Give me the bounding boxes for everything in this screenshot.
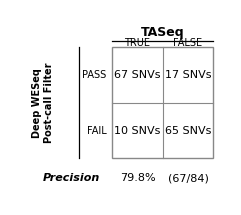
Text: 65 SNVs: 65 SNVs bbox=[165, 126, 211, 135]
Text: TASeq: TASeq bbox=[141, 26, 185, 39]
Text: 17 SNVs: 17 SNVs bbox=[165, 70, 211, 80]
Text: 67 SNVs: 67 SNVs bbox=[114, 70, 161, 80]
Text: Precision: Precision bbox=[43, 173, 100, 183]
Text: 79.8%: 79.8% bbox=[120, 173, 155, 183]
FancyBboxPatch shape bbox=[112, 47, 213, 158]
Text: TRUE: TRUE bbox=[125, 38, 151, 48]
Text: (67/84): (67/84) bbox=[167, 173, 208, 183]
Text: FAIL: FAIL bbox=[87, 126, 107, 135]
Text: FALSE: FALSE bbox=[173, 38, 202, 48]
Text: 10 SNVs: 10 SNVs bbox=[114, 126, 161, 135]
Text: Deep WESeq
Post-call Filter: Deep WESeq Post-call Filter bbox=[32, 63, 54, 143]
Text: PASS: PASS bbox=[82, 70, 107, 80]
